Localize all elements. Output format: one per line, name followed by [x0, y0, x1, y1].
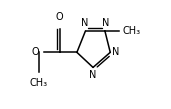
Text: N: N — [112, 47, 119, 57]
Text: N: N — [102, 18, 109, 28]
Text: CH₃: CH₃ — [123, 26, 141, 36]
Text: N: N — [89, 70, 97, 80]
Text: CH₃: CH₃ — [30, 78, 48, 88]
Text: O: O — [56, 12, 63, 22]
Text: O: O — [31, 47, 39, 57]
Text: N: N — [81, 18, 89, 28]
